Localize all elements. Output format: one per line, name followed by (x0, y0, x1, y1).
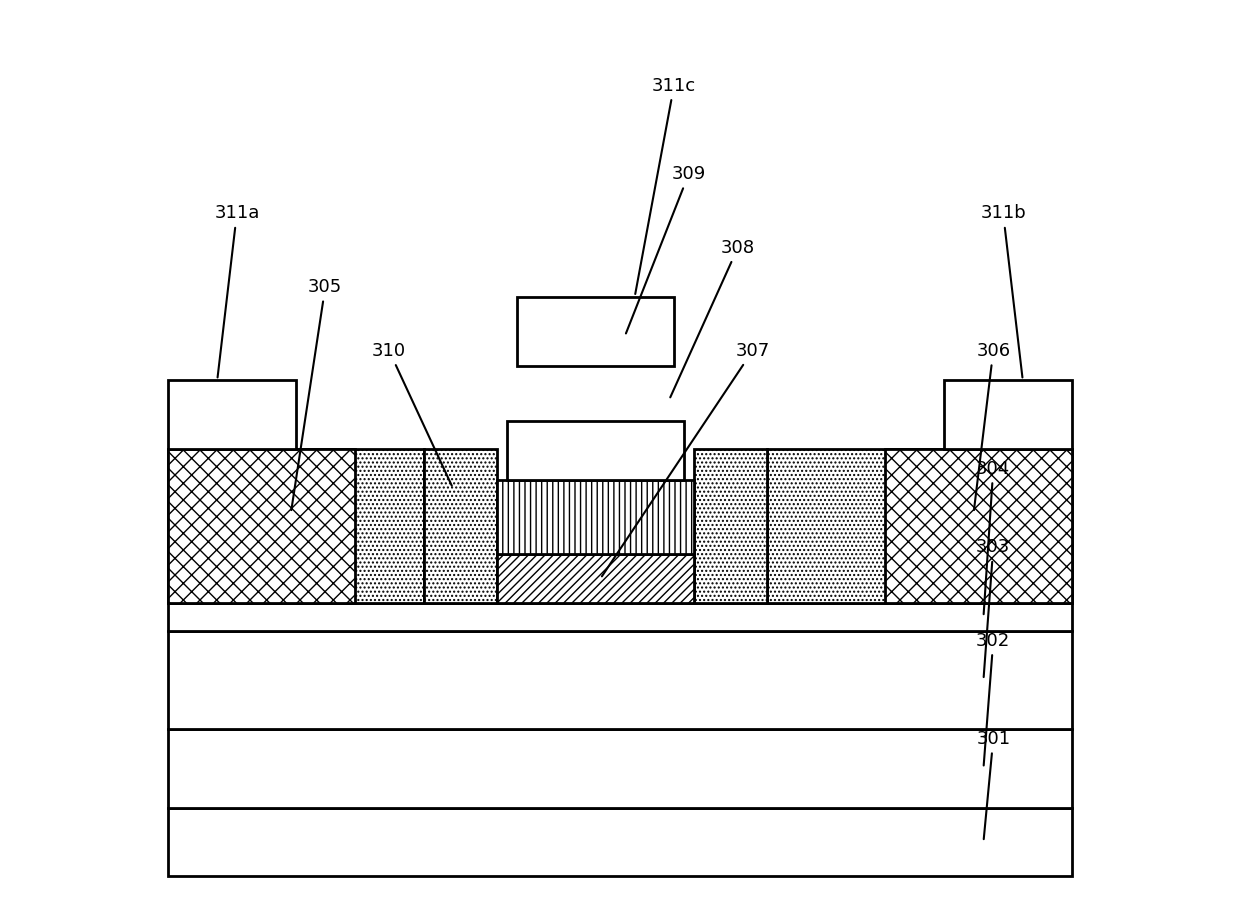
Text: 305: 305 (291, 277, 342, 510)
Text: 307: 307 (601, 342, 770, 577)
Bar (944, 380, 1071, 449)
Text: 302: 302 (976, 631, 1011, 765)
Text: 311b: 311b (981, 204, 1025, 377)
Text: 311a: 311a (215, 204, 259, 377)
Text: 308: 308 (671, 239, 755, 397)
Text: 310: 310 (372, 342, 451, 486)
Text: 303: 303 (976, 538, 1011, 677)
Text: 311c: 311c (635, 76, 696, 294)
Bar (768, 449, 1071, 603)
Text: 304: 304 (976, 460, 1011, 614)
Bar (169, 630, 1071, 729)
Bar (169, 603, 1071, 630)
Bar (517, 296, 675, 365)
Bar (169, 807, 1071, 876)
Bar (885, 449, 1071, 603)
Bar (507, 421, 683, 480)
Bar (169, 449, 424, 603)
Bar (169, 729, 1071, 807)
Bar (169, 380, 296, 449)
Bar (169, 449, 355, 603)
Text: 309: 309 (626, 165, 706, 333)
Text: 301: 301 (976, 730, 1011, 839)
Text: 306: 306 (973, 342, 1011, 510)
Bar (497, 480, 693, 554)
Bar (424, 449, 497, 603)
Bar (693, 449, 768, 603)
Bar (497, 554, 693, 603)
